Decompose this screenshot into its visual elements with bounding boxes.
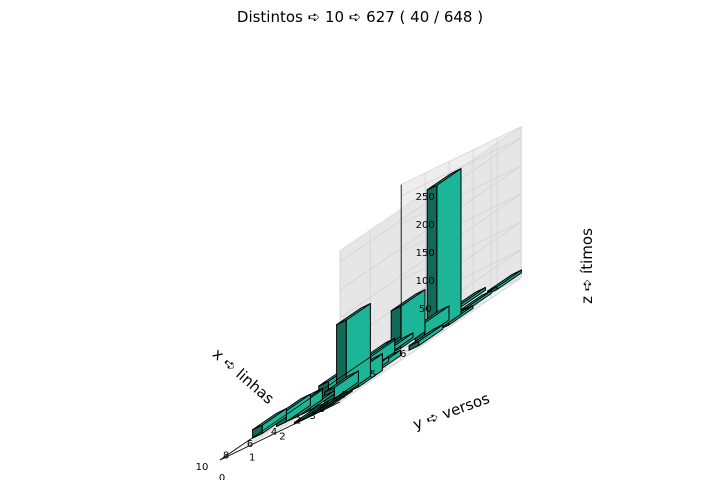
x-tick-label: 10 bbox=[196, 462, 209, 473]
x-axis-line bbox=[219, 401, 341, 461]
y-tick-label: 6 bbox=[400, 349, 406, 360]
bars-group bbox=[252, 168, 522, 439]
bar-face-top bbox=[487, 269, 522, 292]
bar-face-top bbox=[390, 289, 426, 312]
x-tick-label: 8 bbox=[223, 450, 229, 461]
bar-0 bbox=[487, 269, 522, 295]
bar-face-top bbox=[293, 400, 329, 423]
bar-face-top bbox=[408, 324, 444, 347]
y-tick-label: 3 bbox=[309, 411, 315, 422]
y-tick-label: 1 bbox=[249, 452, 255, 463]
bar-face-top bbox=[324, 370, 359, 393]
z-tick-label: 200 bbox=[416, 220, 435, 231]
bar-face-top bbox=[336, 303, 371, 326]
bar-face-top bbox=[252, 408, 287, 431]
z-axis-label: z ➪ ítimos bbox=[578, 228, 596, 304]
chart-title: Distintos ➪ 10 ➪ 627 ( 40 / 648 ) bbox=[237, 8, 483, 26]
z-tick-label: 150 bbox=[416, 248, 435, 259]
z-tick-label: 100 bbox=[416, 276, 435, 287]
bar-9 bbox=[408, 324, 444, 351]
y-axis-line bbox=[219, 335, 402, 461]
y-tick-label: 4 bbox=[340, 390, 346, 401]
x-tick-label: 6 bbox=[247, 439, 253, 450]
bar-25 bbox=[293, 400, 329, 425]
y-tick-label: 0 bbox=[219, 473, 225, 480]
bar-5 bbox=[426, 168, 462, 336]
x-tick-label: 2 bbox=[295, 416, 301, 427]
y-tick-label: 2 bbox=[279, 432, 285, 443]
grid-line-z bbox=[339, 137, 522, 263]
z-tick-label: 250 bbox=[416, 192, 435, 203]
x-tick-label: 0 bbox=[319, 404, 325, 415]
bar-face-top bbox=[426, 168, 462, 191]
y-tick-label: 5 bbox=[370, 370, 376, 381]
x-tick-label: 4 bbox=[271, 427, 277, 438]
x-axis-label: x ➪ linhas bbox=[209, 345, 278, 408]
y-axis-label: y ➪ versos bbox=[411, 389, 493, 433]
axes-lines bbox=[219, 184, 402, 461]
z-tick-label: 50 bbox=[419, 304, 432, 315]
